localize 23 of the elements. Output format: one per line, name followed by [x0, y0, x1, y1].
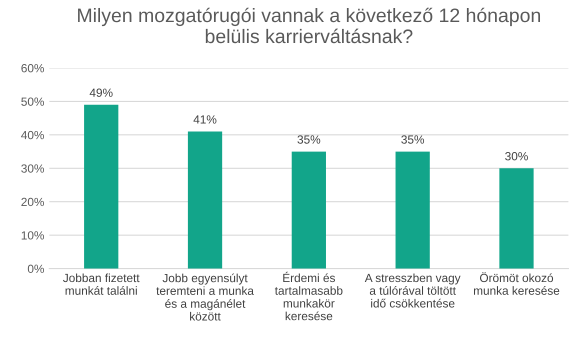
x-tick-label: Örömöt okozó munka keresése	[474, 272, 560, 295]
x-tick-label: A stresszben vagy a túlórával töltött idő csökkentése	[364, 273, 461, 308]
bar	[84, 104, 118, 269]
y-tick-label: 0%	[28, 264, 44, 273]
x-tick-label: Érdemi és tartalmasabb munkakör keresése	[274, 272, 342, 320]
y-tick-label: 50%	[21, 97, 44, 106]
data-label: 41%	[193, 115, 216, 124]
data-label: 30%	[505, 152, 528, 160]
bar	[292, 152, 326, 269]
chart-title: Milyen mozgatórugói vannak a következő 12 hónapon belülis karrierváltásnak?	[78, 8, 540, 44]
bar	[188, 132, 222, 269]
data-label: 35%	[297, 135, 320, 144]
y-tick-label: 30%	[21, 164, 44, 173]
data-label: 35%	[401, 135, 424, 144]
y-tick-label: 60%	[21, 64, 44, 72]
bar	[499, 168, 534, 269]
y-tick-label: 20%	[21, 198, 44, 206]
x-tick-label: Jobb egyensúlyt teremteni a munka és a magánélet között	[156, 273, 254, 321]
bar	[396, 152, 430, 269]
data-label: 49%	[90, 88, 113, 97]
y-tick-label: 40%	[21, 130, 44, 140]
x-tick-label: Jobban fizetett munkát találni	[63, 273, 140, 295]
y-tick-label: 10%	[22, 231, 44, 240]
